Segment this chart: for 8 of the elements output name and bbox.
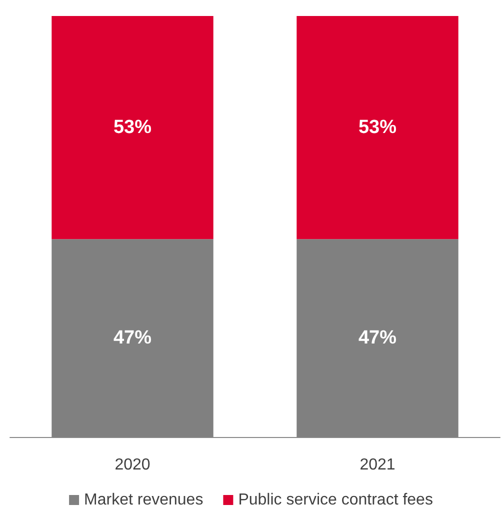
data-label: 47% [113, 328, 152, 349]
data-label: 53% [358, 117, 397, 138]
x-tick-label: 2021 [360, 456, 396, 474]
x-tick-label: 2020 [114, 456, 150, 474]
data-label: 47% [358, 328, 397, 349]
legend-label: Public service contract fees [238, 492, 433, 508]
data-label: 53% [113, 117, 152, 138]
legend-label: Market revenues [84, 492, 204, 508]
